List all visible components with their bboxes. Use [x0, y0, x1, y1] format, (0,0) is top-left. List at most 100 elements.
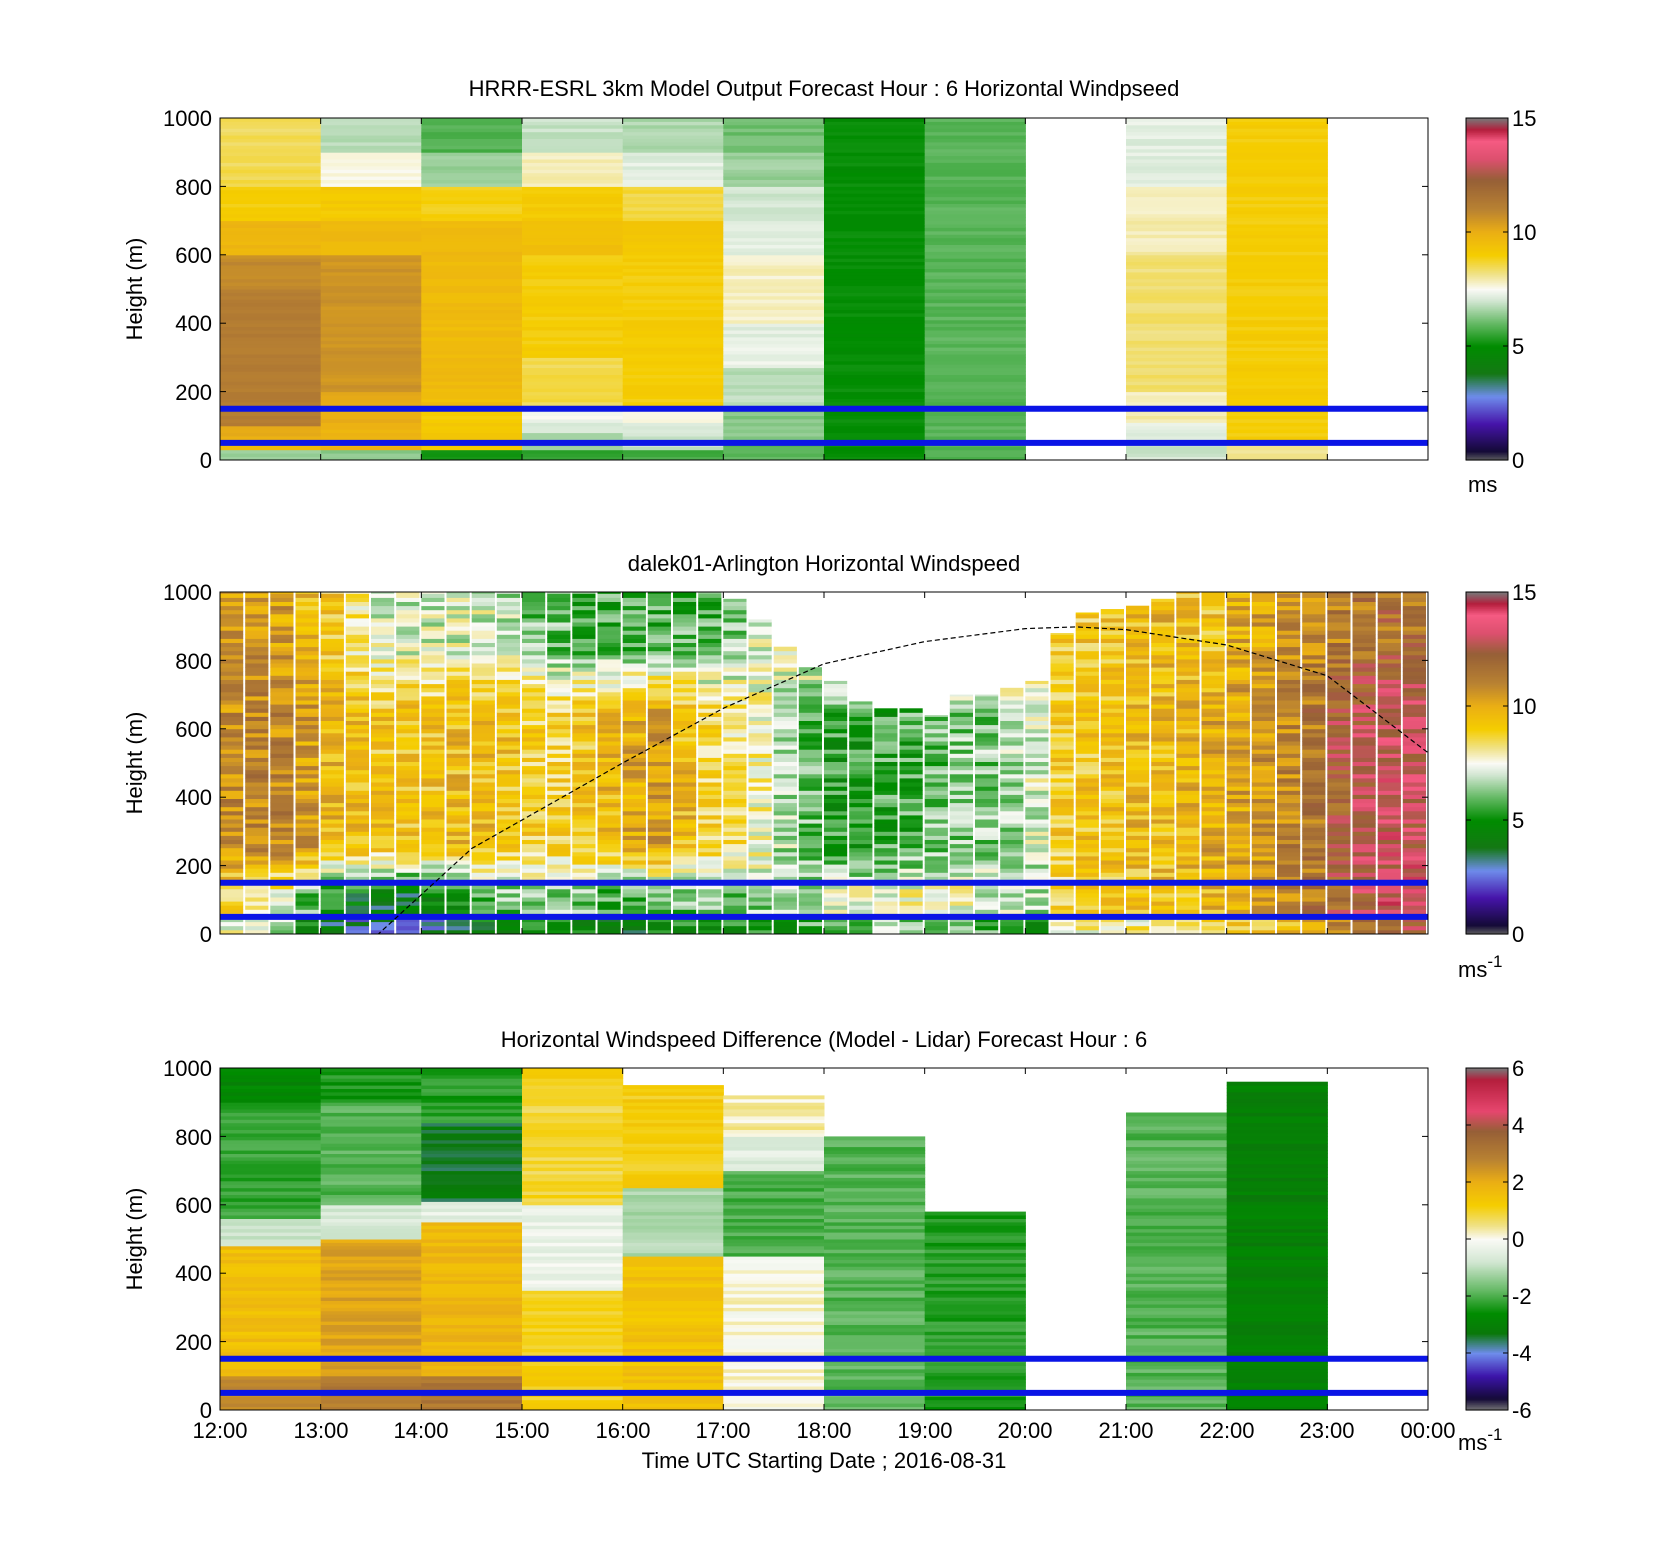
heatmap-cell [723, 176, 825, 180]
heatmap-cell [622, 347, 724, 351]
heatmap-cell [245, 929, 269, 934]
heatmap-cell [471, 819, 495, 824]
heatmap-cell [949, 694, 973, 697]
heatmap-cell [723, 265, 825, 269]
heatmap-cell [320, 295, 422, 300]
heatmap-cell [622, 220, 724, 225]
heatmap-cell [824, 333, 926, 338]
heatmap-cell [1226, 360, 1328, 365]
heatmap-cell [320, 872, 344, 877]
heatmap-cell [547, 749, 571, 754]
heatmap-cell [723, 302, 825, 307]
heatmap-cell [1201, 728, 1225, 734]
colorbar-swatch [1466, 122, 1508, 125]
heatmap-cell [421, 708, 445, 713]
heatmap-cell [1251, 773, 1275, 779]
heatmap-cell [1302, 642, 1326, 648]
heatmap-cell [522, 237, 624, 242]
heatmap-cell [320, 618, 344, 623]
heatmap-cell [1151, 622, 1175, 627]
heatmap-cell [924, 381, 1026, 386]
heatmap-cell [496, 720, 520, 726]
heatmap-cell [849, 831, 873, 836]
heatmap-cell [1302, 757, 1326, 762]
heatmap-cell [723, 128, 825, 133]
heatmap-cell [975, 929, 999, 934]
heatmap-cell [1377, 835, 1401, 840]
heatmap-cell [673, 798, 697, 804]
heatmap-cell [1251, 769, 1275, 775]
heatmap-cell [924, 419, 1026, 423]
heatmap-cell [220, 897, 244, 902]
heatmap-cell [1377, 687, 1401, 693]
heatmap-cell [1226, 131, 1328, 136]
heatmap-cell [547, 696, 571, 701]
heatmap-cell [949, 716, 973, 721]
heatmap-cell [924, 350, 1026, 355]
heatmap-cell [798, 864, 822, 869]
heatmap-cell [1226, 605, 1250, 611]
heatmap-cell [1327, 835, 1351, 840]
heatmap-cell [1126, 278, 1228, 283]
heatmap-cell [1126, 148, 1228, 153]
heatmap-cell [245, 597, 269, 602]
heatmap-cell [572, 893, 596, 898]
heatmap-cell [824, 449, 926, 454]
colorbar-swatch [1466, 404, 1508, 407]
heatmap-cell [1226, 422, 1328, 427]
heatmap-cell [471, 622, 495, 627]
heatmap-cell [1126, 145, 1228, 150]
heatmap-cell [446, 716, 470, 721]
heatmap-cell [421, 613, 445, 619]
heatmap-cell [1126, 835, 1150, 840]
heatmap-cell [1226, 675, 1250, 680]
heatmap-cell [421, 268, 523, 273]
heatmap-cell [798, 876, 822, 881]
heatmap-cell [471, 851, 495, 857]
heatmap-cell [1251, 897, 1275, 902]
heatmap-cell [1000, 876, 1024, 881]
heatmap-cell [1377, 700, 1401, 705]
heatmap-cell [320, 901, 344, 906]
heatmap-cell [1327, 905, 1351, 910]
heatmap-cell [1327, 630, 1351, 635]
heatmap-cell [320, 769, 344, 775]
heatmap-cell [849, 798, 873, 804]
heatmap-cell [1126, 872, 1150, 877]
heatmap-cell [1352, 622, 1376, 627]
heatmap-cell [773, 663, 797, 668]
heatmap-cell [723, 819, 747, 824]
heatmap-cell [924, 888, 948, 894]
heatmap-cell [597, 618, 621, 623]
heatmap-cell [622, 675, 646, 680]
heatmap-cell [1151, 761, 1175, 767]
heatmap-cell [1377, 790, 1401, 795]
heatmap-cell [396, 851, 420, 857]
heatmap-cell [1352, 753, 1376, 758]
heatmap-cell [1226, 592, 1250, 594]
heatmap-cell [547, 798, 571, 804]
heatmap-cell [1226, 224, 1328, 228]
heatmap-cell [1302, 675, 1326, 680]
heatmap-cell [622, 798, 646, 804]
heatmap-cell [421, 921, 445, 927]
heatmap-cell [471, 605, 495, 611]
heatmap-cell [647, 843, 671, 849]
heatmap-cell [1302, 843, 1326, 849]
heatmap-cell [874, 876, 898, 881]
heatmap-cell [824, 347, 926, 351]
heatmap-cell [723, 237, 825, 242]
heatmap-cell [421, 798, 445, 804]
heatmap-cell [824, 227, 926, 232]
heatmap-cell [1000, 868, 1024, 873]
heatmap-cell [446, 872, 470, 877]
colorbar-swatch [1466, 236, 1508, 239]
heatmap-cell [1327, 823, 1351, 828]
heatmap-cell [1251, 810, 1275, 816]
heatmap-cell [1126, 667, 1150, 672]
heatmap-cell [1025, 680, 1049, 684]
heatmap-cell [496, 847, 520, 853]
heatmap-cell [572, 626, 596, 631]
heatmap-cell [1100, 929, 1124, 934]
heatmap-cell [622, 654, 646, 660]
